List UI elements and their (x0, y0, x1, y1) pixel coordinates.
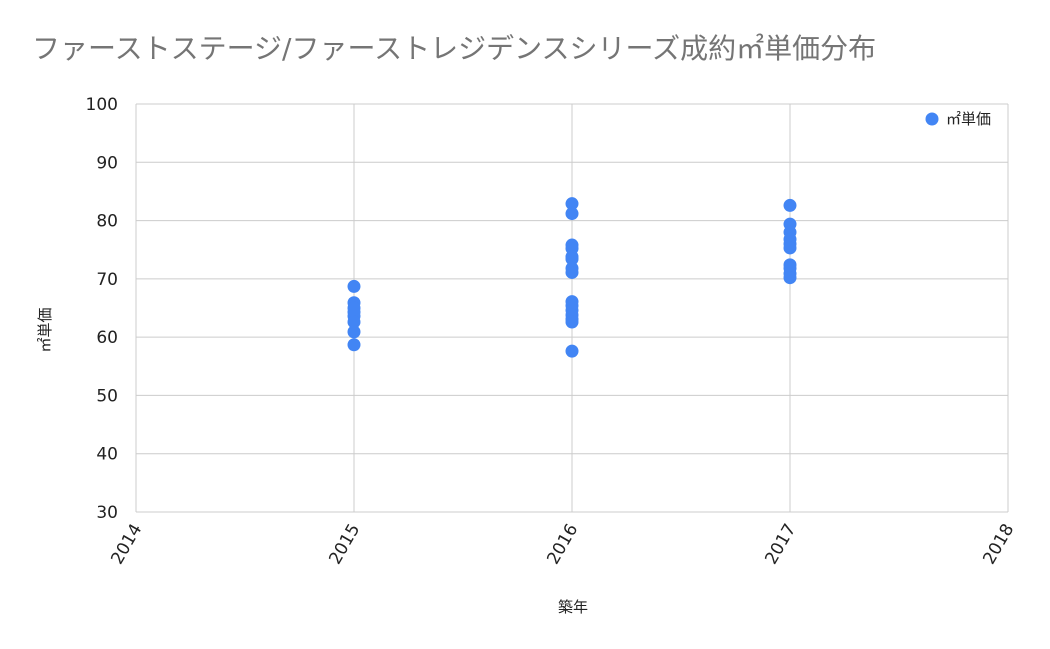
data-point (347, 279, 361, 293)
data-point (347, 325, 361, 339)
legend-label: ㎡単価 (946, 110, 991, 128)
data-point (565, 315, 579, 329)
data-point (783, 198, 797, 212)
x-tick-label: 2018 (979, 521, 1018, 568)
y-tick-label: 90 (96, 153, 118, 173)
data-point (783, 241, 797, 255)
x-tick-label: 2015 (325, 521, 364, 568)
x-tick-label: 2014 (107, 521, 146, 568)
data-point (565, 207, 579, 221)
data-point (783, 271, 797, 285)
legend: ㎡単価 (925, 110, 991, 128)
x-tick-label: 2017 (761, 521, 800, 568)
y-tick-label: 100 (86, 95, 118, 115)
data-point (565, 252, 579, 266)
x-tick-label: 2016 (543, 521, 582, 568)
data-point (347, 315, 361, 329)
y-tick-label: 40 (96, 445, 118, 465)
tick-labels: 30 40 50 60 70 80 90 100 2014 2015 2016 2017 2018 (86, 95, 1019, 568)
data-point (565, 344, 579, 358)
x-axis-label: 築年 (558, 598, 588, 616)
y-tick-label: 60 (96, 328, 118, 348)
chart-title: ファーストステージ/ファーストレジデンスシリーズ成約㎡単価分布 (32, 32, 876, 65)
data-point (565, 265, 579, 279)
data-point (565, 197, 579, 211)
legend-marker (925, 112, 939, 126)
y-tick-label: 30 (96, 503, 118, 523)
data-points (347, 197, 797, 358)
y-tick-label: 80 (96, 212, 118, 232)
data-point (347, 338, 361, 352)
y-tick-label: 50 (96, 386, 118, 406)
y-tick-label: 70 (96, 270, 118, 290)
y-axis-label: ㎡単価 (36, 307, 54, 352)
